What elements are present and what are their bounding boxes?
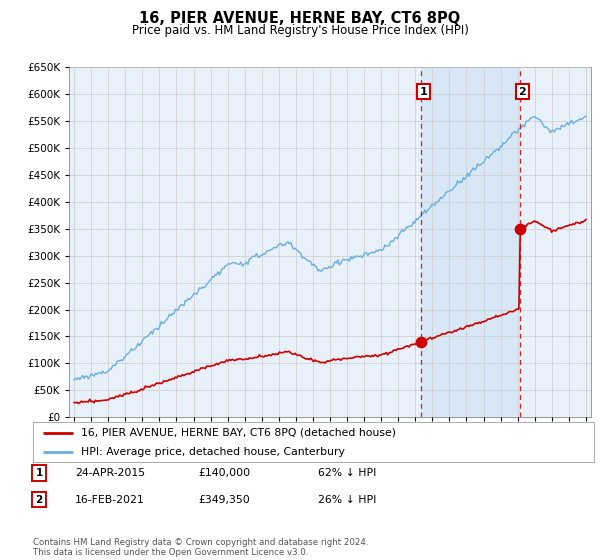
Text: 16, PIER AVENUE, HERNE BAY, CT6 8PQ: 16, PIER AVENUE, HERNE BAY, CT6 8PQ <box>139 11 461 26</box>
Point <box>515 225 524 234</box>
Text: 2: 2 <box>35 494 43 505</box>
Text: £140,000: £140,000 <box>198 468 250 478</box>
Text: 24-APR-2015: 24-APR-2015 <box>75 468 145 478</box>
Text: 16-FEB-2021: 16-FEB-2021 <box>75 494 145 505</box>
Text: Price paid vs. HM Land Registry's House Price Index (HPI): Price paid vs. HM Land Registry's House … <box>131 24 469 37</box>
Text: 62% ↓ HPI: 62% ↓ HPI <box>318 468 376 478</box>
Text: 26% ↓ HPI: 26% ↓ HPI <box>318 494 376 505</box>
Text: Contains HM Land Registry data © Crown copyright and database right 2024.
This d: Contains HM Land Registry data © Crown c… <box>33 538 368 557</box>
Point <box>416 337 425 346</box>
Text: HPI: Average price, detached house, Canterbury: HPI: Average price, detached house, Cant… <box>80 447 344 457</box>
Text: £349,350: £349,350 <box>198 494 250 505</box>
Text: 16, PIER AVENUE, HERNE BAY, CT6 8PQ (detached house): 16, PIER AVENUE, HERNE BAY, CT6 8PQ (det… <box>80 428 395 437</box>
Text: 2: 2 <box>518 87 526 97</box>
Text: 1: 1 <box>35 468 43 478</box>
Text: 1: 1 <box>419 87 427 97</box>
Bar <box>421 67 520 417</box>
